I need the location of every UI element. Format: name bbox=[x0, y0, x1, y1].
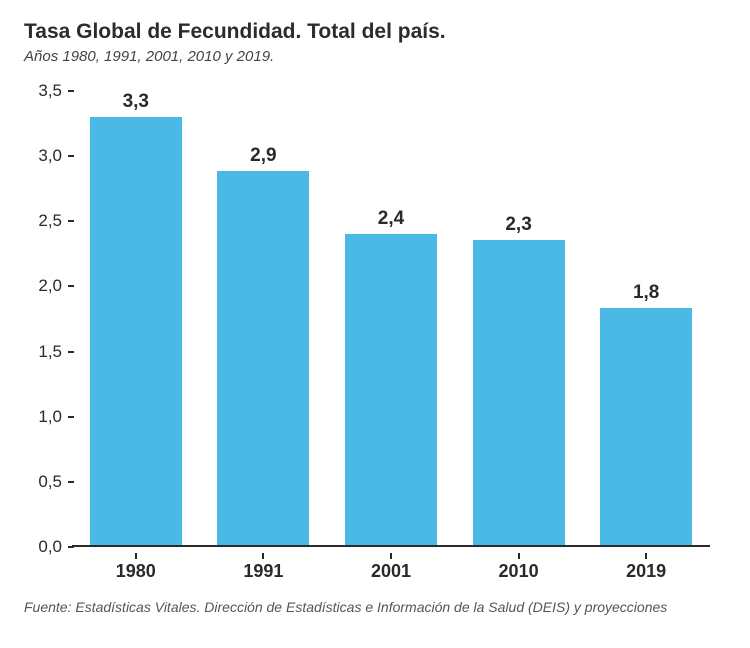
x-tick-label: 2010 bbox=[455, 553, 583, 593]
bar-value-label: 3,3 bbox=[123, 91, 149, 113]
x-tick-mark bbox=[262, 553, 264, 559]
y-tick-label: 3,0 bbox=[24, 146, 72, 166]
y-tick-label: 0,0 bbox=[24, 537, 72, 557]
y-tick-label: 2,0 bbox=[24, 276, 72, 296]
x-tick-mark bbox=[645, 553, 647, 559]
bar-slot: 2,3 bbox=[455, 91, 583, 545]
x-tick-label: 1980 bbox=[72, 553, 200, 593]
y-tick-mark bbox=[68, 90, 74, 92]
bar-slot: 2,9 bbox=[200, 91, 328, 545]
y-tick-mark bbox=[68, 351, 74, 353]
x-axis-labels: 19801991200120102019 bbox=[72, 553, 710, 593]
x-tick-label: 1991 bbox=[200, 553, 328, 593]
y-tick-mark bbox=[68, 220, 74, 222]
bar bbox=[90, 117, 182, 545]
chart-container: 3,3 2,9 2,4 2,3 1,8 19801991200120102019 0,0… bbox=[24, 83, 726, 593]
y-tick-label: 0,5 bbox=[24, 472, 72, 492]
bar-value-label: 1,8 bbox=[633, 282, 659, 304]
bar-value-label: 2,4 bbox=[378, 208, 404, 230]
bar bbox=[600, 308, 692, 545]
x-tick-mark bbox=[518, 553, 520, 559]
chart-source: Fuente: Estadísticas Vitales. Dirección … bbox=[24, 599, 726, 615]
x-tick-mark bbox=[135, 553, 137, 559]
bars-group: 3,3 2,9 2,4 2,3 1,8 bbox=[72, 91, 710, 545]
bar-slot: 1,8 bbox=[582, 91, 710, 545]
bar-slot: 2,4 bbox=[327, 91, 455, 545]
y-tick-label: 1,5 bbox=[24, 342, 72, 362]
x-tick-mark bbox=[390, 553, 392, 559]
plot-area: 3,3 2,9 2,4 2,3 1,8 bbox=[72, 91, 710, 547]
chart-subtitle: Años 1980, 1991, 2001, 2010 y 2019. bbox=[24, 48, 726, 65]
y-tick-mark bbox=[68, 546, 74, 548]
y-tick-label: 2,5 bbox=[24, 211, 72, 231]
x-tick-label: 2001 bbox=[327, 553, 455, 593]
y-tick-label: 3,5 bbox=[24, 81, 72, 101]
bar bbox=[217, 171, 309, 545]
x-tick-label: 2019 bbox=[582, 553, 710, 593]
bar bbox=[345, 234, 437, 545]
y-tick-mark bbox=[68, 285, 74, 287]
bar bbox=[473, 240, 565, 545]
y-tick-mark bbox=[68, 416, 74, 418]
bar-value-label: 2,9 bbox=[250, 145, 276, 167]
bar-value-label: 2,3 bbox=[505, 214, 531, 236]
y-tick-mark bbox=[68, 481, 74, 483]
chart-title: Tasa Global de Fecundidad. Total del paí… bbox=[24, 20, 726, 44]
y-tick-label: 1,0 bbox=[24, 407, 72, 427]
bar-slot: 3,3 bbox=[72, 91, 200, 545]
y-tick-mark bbox=[68, 155, 74, 157]
